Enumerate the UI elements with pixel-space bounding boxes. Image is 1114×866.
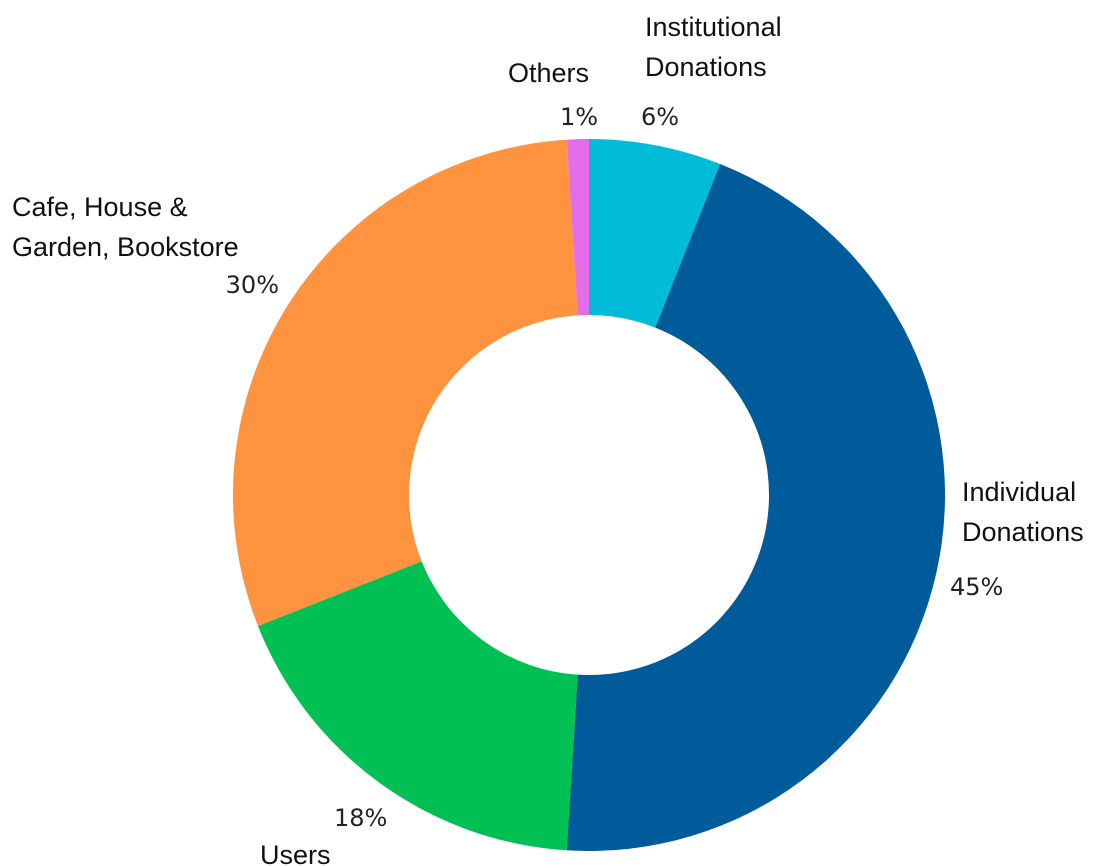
donut-slice — [566, 163, 945, 851]
value-label: 1% — [560, 103, 599, 131]
slice-label: Institutional Donations — [645, 12, 782, 82]
value-label: 18% — [334, 804, 388, 832]
donut-slice — [232, 139, 578, 627]
slice-label: Cafe, House & Garden, Bookstore — [12, 192, 239, 262]
donut-slice — [566, 139, 589, 316]
value-label: 30% — [225, 271, 279, 299]
value-label: 45% — [950, 573, 1004, 601]
donut-slice — [589, 139, 721, 328]
slice-label: Others — [508, 58, 590, 88]
donut-slice — [257, 561, 578, 851]
value-label: 6% — [641, 103, 680, 131]
slice-label: Users — [260, 840, 331, 866]
slice-label: Individual Donations — [962, 477, 1084, 547]
